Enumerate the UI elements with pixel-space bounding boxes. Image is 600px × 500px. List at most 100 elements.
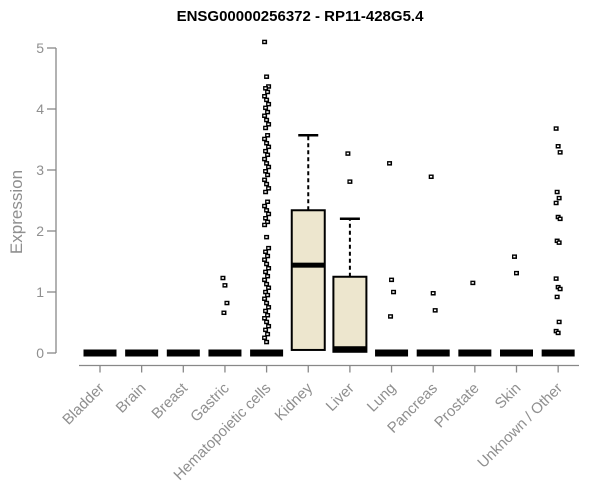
median-line [333, 346, 367, 352]
outlier-point-center [389, 315, 392, 318]
outlier-point-center [266, 275, 269, 277]
outlier-point-center [263, 41, 266, 43]
outlier-point-center [265, 75, 268, 78]
outlier-point-center [557, 241, 561, 244]
outlier-point-center [263, 138, 266, 140]
y-axis: 0 1 2 3 4 5 [36, 40, 57, 361]
outlier-point-center [554, 277, 558, 280]
outlier-point-center [392, 291, 395, 293]
outlier-point-center [265, 341, 268, 343]
chart-title: ENSG00000256372 - RP11-428G5.4 [176, 8, 424, 25]
outlier-point-center [265, 119, 268, 121]
outlier-point-center [266, 174, 269, 176]
outlier-point-center [264, 87, 267, 90]
outlier-point-center [265, 99, 268, 101]
y-tick-label: 4 [36, 101, 44, 117]
x-category-label-breast: Breast [148, 379, 191, 422]
outlier-point-center [265, 283, 268, 285]
collapsed-box-bar [83, 349, 117, 357]
outlier-point-center [434, 309, 437, 312]
outlier-point-center [267, 306, 270, 309]
outlier-point-center [266, 200, 269, 203]
outlier-point-center [266, 255, 269, 257]
box [290, 209, 326, 351]
boxplot-prostate [458, 280, 492, 357]
outlier-point-center [346, 152, 349, 155]
outlier-point-center [388, 162, 391, 165]
outlier-point-center [222, 311, 225, 314]
outlier-point-center [263, 336, 266, 339]
outlier-point-center [348, 180, 351, 183]
boxplot-kidney [290, 133, 326, 351]
collapsed-box-bar [208, 349, 242, 357]
outlier-point-center [264, 291, 267, 293]
outlier-point-center [267, 187, 270, 190]
boxplot-brain [125, 349, 159, 357]
outlier-point-center [263, 297, 266, 300]
boxplot-skin [500, 254, 533, 357]
outlier-point-center [555, 296, 559, 298]
outlier-point-center [263, 95, 266, 97]
outlier-point-center [267, 286, 270, 289]
outlier-point-center [266, 134, 269, 137]
outlier-point-center [264, 217, 267, 219]
outlier-point-center [267, 213, 270, 215]
outlier-point-center [266, 153, 269, 156]
outlier-point-center [390, 279, 393, 281]
outlier-point-center [555, 191, 559, 193]
outlier-point-center [264, 310, 267, 312]
collapsed-box-bar [541, 349, 575, 357]
y-tick-label: 5 [36, 40, 44, 56]
x-category-label-brain: Brain [113, 380, 150, 417]
outlier-point-center [265, 209, 268, 212]
outlier-point-center [264, 191, 267, 193]
outlier-point-center [267, 103, 270, 105]
x-category-label-liver: Liver [323, 380, 358, 415]
x-category-label-skin: Skin [492, 380, 525, 413]
boxplot-hematopoietic-cells [250, 39, 284, 357]
outlier-point-center [267, 123, 270, 126]
outlier-point-center [266, 221, 269, 223]
outlier-point-center [267, 85, 270, 88]
outlier-point-center [263, 224, 266, 226]
y-tick-label: 1 [36, 284, 44, 300]
outlier-point-center [266, 294, 269, 296]
outlier-point-center [264, 271, 267, 273]
outlier-point-center [556, 332, 560, 334]
outlier-point-center [263, 178, 266, 181]
box [332, 275, 368, 353]
outlier-point-center [267, 166, 270, 168]
outlier-point-center [556, 145, 560, 148]
outlier-point-center [263, 258, 266, 261]
outlier-point-center [554, 127, 558, 130]
boxplot-gastric [208, 275, 242, 357]
outlier-point-center [557, 321, 561, 323]
outlier-point-center [264, 106, 267, 109]
y-tick-label: 3 [36, 162, 44, 178]
outlier-point-center [515, 272, 518, 274]
outlier-point-center [558, 151, 562, 154]
boxplot-breast [166, 349, 200, 357]
outlier-point-center [558, 288, 562, 290]
outlier-point-center [430, 175, 433, 178]
outlier-point-center [432, 292, 435, 295]
outlier-point-center [265, 321, 268, 323]
boxplot-bladder [83, 349, 117, 357]
outlier-point-center [471, 282, 474, 284]
outlier-point-center [263, 279, 266, 281]
outlier-point-center [265, 162, 268, 165]
x-category-label-lung: Lung [364, 380, 400, 416]
boxplot-lung [375, 161, 409, 357]
outlier-point-center [513, 255, 516, 258]
outlier-point-center [225, 302, 228, 304]
outlier-point-center [264, 250, 267, 253]
outlier-point-center [267, 325, 270, 327]
y-tick-label: 0 [36, 345, 44, 361]
collapsed-box-bar [458, 349, 492, 357]
outlier-point-center [265, 142, 268, 144]
outlier-point-center [264, 170, 267, 173]
boxplot-liver [332, 151, 368, 353]
